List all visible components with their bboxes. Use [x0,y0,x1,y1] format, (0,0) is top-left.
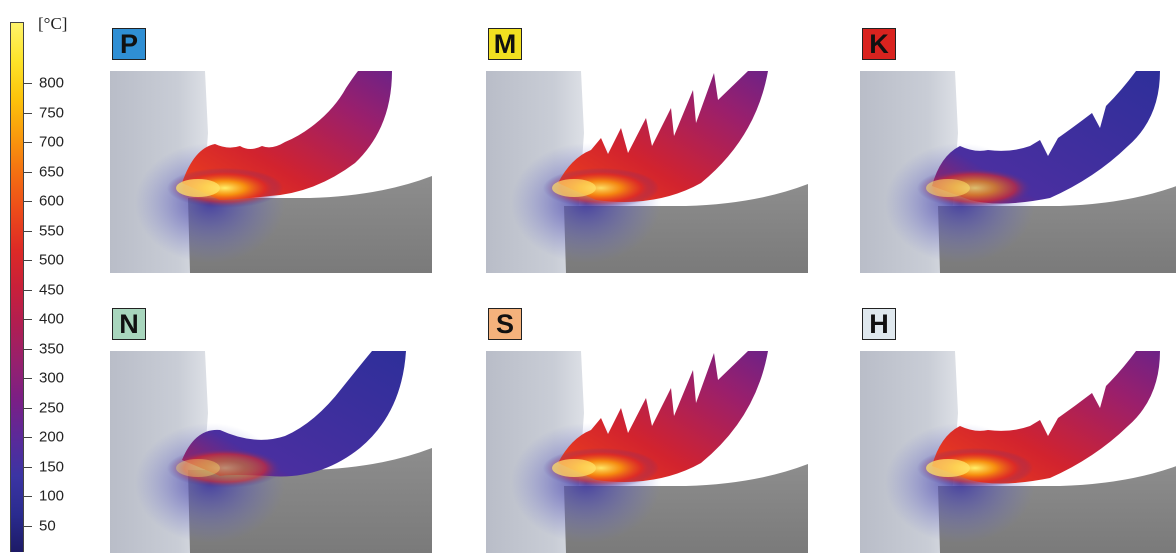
peak-temperature-spot [926,459,970,477]
scale-tick-label: 700 [39,133,65,151]
scale-tick-label: 500 [39,251,65,269]
panel-p: P [110,28,432,273]
chip [182,351,406,477]
cutting-simulation-figure [860,351,1176,553]
scale-tick [24,142,32,143]
scale-tick [24,525,32,527]
panel-h: H [860,308,1176,553]
scale-tick [24,466,32,468]
hot-zone [543,448,659,488]
peak-temperature-spot [926,179,970,197]
scale-tick-label: 800 [39,74,65,92]
scale-tick-label: 650 [39,163,65,180]
temperature-color-bar [10,22,24,552]
scale-tick [24,407,32,409]
scale-tick-label: 100 [39,487,65,505]
scale-tick-label: 50 [39,517,56,534]
scale-tick [24,230,32,232]
cutting-simulation-figure [110,351,432,553]
scale-tick [24,112,32,114]
panel-n: N [110,308,432,553]
temperature-scale: [°C] 800 750 700 650 600 550 500 450 400 350 300 25… [0,0,100,552]
peak-temperature-spot [176,459,220,477]
scale-tick [24,289,32,291]
hot-zone [543,168,659,208]
temperature-unit-label: [°C] [38,14,68,33]
scale-tick [24,260,32,261]
scale-tick-label: 150 [39,458,65,475]
hot-zone [167,448,283,488]
cutting-simulation-figure [486,71,808,273]
material-badge-h: H [862,308,896,340]
material-badge-n: N [112,308,146,340]
material-badge-s: S [488,308,522,340]
panel-m: M [486,28,808,273]
scale-tick [24,378,32,379]
material-badge-p: P [112,28,146,60]
scale-tick [24,319,32,320]
scale-tick [24,437,32,438]
scale-tick [24,496,32,497]
scale-tick-label: 400 [39,310,65,328]
scale-tick-label: 600 [39,192,65,210]
scale-tick-label: 750 [39,104,65,121]
hot-zone [917,168,1033,208]
peak-temperature-spot [552,179,596,197]
material-badge-m: M [488,28,522,60]
scale-tick-label: 450 [39,281,65,298]
scale-tick-label: 350 [39,340,65,357]
scale-tick [24,201,32,202]
hot-zone [167,168,283,208]
peak-temperature-spot [552,459,596,477]
cutting-simulation-figure [860,71,1176,273]
chip [182,71,392,200]
scale-tick [24,171,32,173]
scale-tick [24,348,32,350]
peak-temperature-spot [176,179,220,197]
panel-s: S [486,308,808,553]
scale-tick-label: 250 [39,399,65,416]
scale-tick [24,83,32,84]
scale-tick-label: 200 [39,428,65,446]
material-badge-k: K [862,28,896,60]
cutting-simulation-figure [486,351,808,553]
panel-k: K [860,28,1176,273]
hot-zone [917,448,1033,488]
scale-tick-label: 300 [39,369,65,387]
scale-tick-label: 550 [39,222,65,239]
cutting-simulation-figure [110,71,432,273]
